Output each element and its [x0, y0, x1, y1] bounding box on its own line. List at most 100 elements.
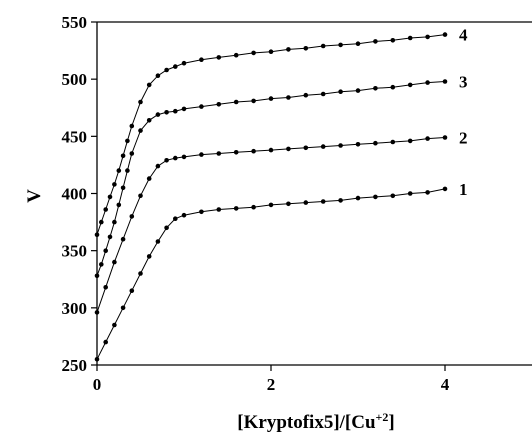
y-tick-label: 400	[62, 185, 88, 204]
data-point	[442, 186, 448, 192]
data-point	[94, 232, 100, 237]
data-point	[303, 46, 309, 51]
data-point	[164, 158, 169, 163]
data-point	[138, 193, 143, 199]
y-tick-label: 300	[62, 299, 88, 318]
data-point	[146, 254, 152, 259]
data-point	[355, 88, 361, 93]
data-point	[233, 52, 239, 58]
data-point	[355, 195, 361, 201]
data-point	[425, 80, 430, 85]
x-tick-label: 0	[93, 375, 102, 394]
data-point	[103, 207, 108, 212]
x-tick-label: 2	[267, 375, 276, 394]
series-line	[96, 137, 446, 313]
data-point	[407, 82, 413, 88]
series-1	[94, 186, 448, 362]
data-point	[164, 225, 169, 231]
data-point	[173, 108, 178, 114]
series-label: 3	[459, 72, 468, 91]
data-point	[155, 73, 161, 78]
series-label: 4	[459, 26, 468, 45]
y-tick-label: 450	[62, 127, 88, 146]
x-axis-title-main: [Kryptofix5]/[Cu	[237, 412, 376, 433]
data-point	[407, 191, 413, 196]
x-axis-title-end: ]	[388, 412, 394, 433]
data-point	[120, 236, 126, 242]
data-point	[390, 139, 396, 145]
data-point	[181, 212, 187, 218]
data-point	[129, 151, 135, 156]
data-point	[116, 168, 122, 173]
data-point	[390, 38, 396, 43]
data-point	[320, 144, 326, 149]
series-label: 1	[459, 180, 468, 199]
data-point	[286, 201, 291, 207]
data-point	[146, 118, 152, 123]
data-point	[199, 57, 204, 62]
x-tick-label: 4	[441, 375, 450, 394]
data-point	[181, 106, 187, 112]
series-label: 2	[459, 128, 468, 147]
series-2	[94, 135, 448, 315]
data-point	[112, 182, 117, 187]
data-point	[173, 64, 178, 69]
data-point	[164, 110, 169, 115]
x-axis-title: [Kryptofix5]/[Cu+2]	[237, 410, 394, 433]
data-point	[173, 216, 178, 221]
data-point	[338, 143, 343, 148]
data-point	[303, 145, 309, 151]
data-point	[216, 102, 222, 107]
data-point	[173, 155, 178, 161]
data-point	[216, 207, 222, 212]
data-point	[251, 98, 256, 104]
data-point	[442, 79, 448, 84]
data-point	[120, 185, 126, 191]
data-point	[107, 194, 113, 200]
data-point	[155, 163, 161, 169]
data-point	[320, 199, 326, 204]
data-point	[216, 151, 222, 156]
data-point	[129, 123, 135, 129]
data-point	[442, 32, 448, 37]
series-3	[94, 79, 448, 279]
data-point	[129, 288, 135, 294]
x-axis-title-superscript: +2	[376, 410, 389, 424]
data-point	[129, 214, 135, 219]
data-point	[199, 209, 204, 215]
data-point	[138, 99, 143, 105]
data-point	[373, 86, 378, 91]
series-line	[96, 34, 446, 235]
data-point	[407, 138, 413, 144]
data-point	[268, 49, 274, 54]
data-point	[425, 190, 430, 195]
data-point	[155, 239, 161, 244]
data-point	[355, 142, 361, 147]
data-point	[251, 148, 256, 154]
data-point	[99, 219, 104, 225]
data-point	[233, 206, 239, 211]
data-point	[286, 95, 291, 100]
y-tick-label: 250	[62, 356, 88, 375]
data-point	[125, 168, 130, 173]
data-point	[94, 357, 100, 362]
data-point	[425, 34, 430, 40]
data-point	[425, 136, 430, 141]
data-point	[390, 193, 396, 199]
data-point	[338, 42, 343, 48]
data-point	[146, 176, 152, 181]
data-point	[94, 310, 100, 315]
data-point	[199, 104, 204, 109]
data-point	[251, 50, 256, 56]
data-point	[303, 92, 309, 98]
data-point	[268, 202, 274, 208]
data-point	[373, 140, 378, 146]
series-line	[96, 81, 446, 276]
y-tick-label: 500	[62, 70, 88, 89]
y-tick-label: 350	[62, 242, 88, 261]
data-point	[320, 43, 326, 49]
data-point	[181, 154, 187, 160]
series-line	[96, 188, 446, 360]
y-axis-title: V	[24, 189, 45, 203]
